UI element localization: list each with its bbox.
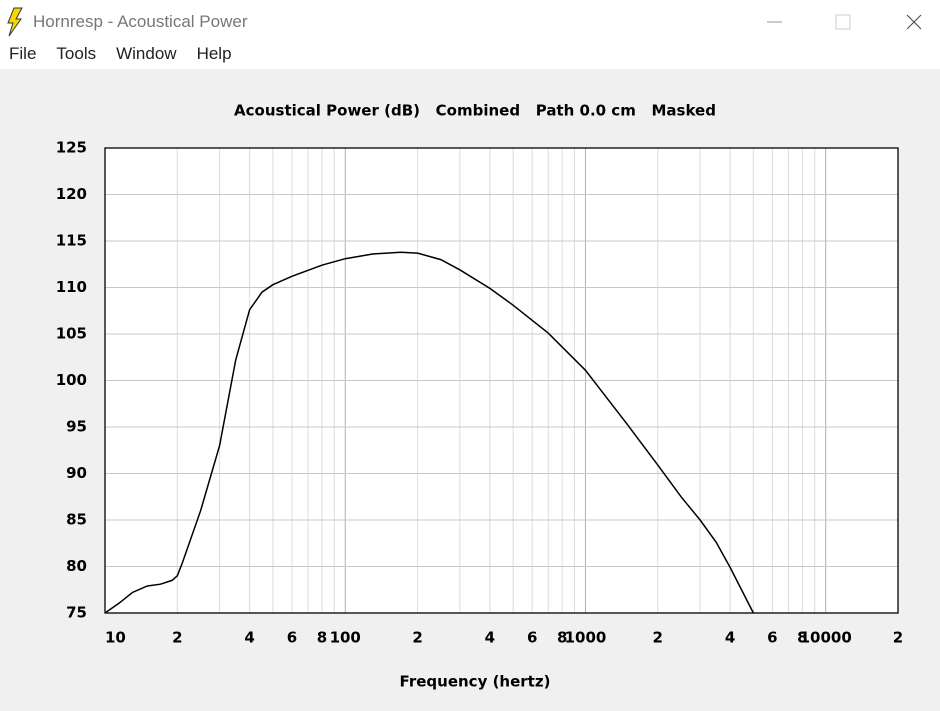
y-tick-label: 75 xyxy=(66,604,87,622)
menu-item[interactable]: Window xyxy=(116,44,177,63)
x-tick-label: 6 xyxy=(527,629,537,647)
plot-border xyxy=(104,147,899,614)
x-tick-label: 8 xyxy=(557,629,567,647)
x-axis-label: Frequency (hertz) xyxy=(400,673,551,691)
line-series xyxy=(104,251,755,614)
x-tick-label: 6 xyxy=(287,629,297,647)
title-bar-icons xyxy=(7,7,922,37)
y-tick-label: 125 xyxy=(56,139,87,157)
menu-item[interactable]: Help xyxy=(196,44,232,63)
menu-bar: File Tools Window Help xyxy=(0,44,940,69)
chart-title: Acoustical Power (dB) Combined Path 0.0 … xyxy=(234,102,716,120)
x-tick-label: 100 xyxy=(330,629,361,647)
x-tick-label: 2 xyxy=(172,629,182,647)
x-tick-label: 8 xyxy=(317,629,327,647)
y-tick-label: 80 xyxy=(66,557,87,575)
x-tick-label: 2 xyxy=(893,629,903,647)
x-tick-label: 8 xyxy=(797,629,807,647)
y-tick-label: 105 xyxy=(56,325,87,343)
menu-item[interactable]: File xyxy=(9,44,37,63)
y-tick-label: 85 xyxy=(66,511,87,529)
close-button[interactable] xyxy=(906,14,922,30)
maximize-button[interactable] xyxy=(835,14,851,30)
y-tick-label: 90 xyxy=(66,464,87,482)
y-tick-label: 95 xyxy=(66,418,87,436)
x-tick-label: 2 xyxy=(412,629,422,647)
x-tick-label: 4 xyxy=(244,629,254,647)
y-tick-label: 120 xyxy=(56,185,87,203)
x-tick-label: 10000 xyxy=(800,629,852,647)
y-tick-label: 115 xyxy=(56,232,87,250)
x-tick-label: 10 xyxy=(105,629,126,647)
x-tick-label: 1000 xyxy=(565,629,607,647)
x-tick-label: 4 xyxy=(485,629,495,647)
menu-item[interactable]: Tools xyxy=(56,44,97,63)
x-tick-label: 4 xyxy=(725,629,735,647)
y-tick-label: 110 xyxy=(56,278,87,296)
chart: Acoustical Power (dB) Combined Path 0.0 … xyxy=(56,102,904,691)
x-tick-label: 6 xyxy=(767,629,777,647)
window-title: Hornresp - Acoustical Power xyxy=(33,12,248,31)
y-tick-label: 100 xyxy=(56,371,87,389)
title-bar: Hornresp - Acoustical Power xyxy=(0,0,940,44)
x-tick-label: 2 xyxy=(653,629,663,647)
app-icon xyxy=(7,7,23,37)
